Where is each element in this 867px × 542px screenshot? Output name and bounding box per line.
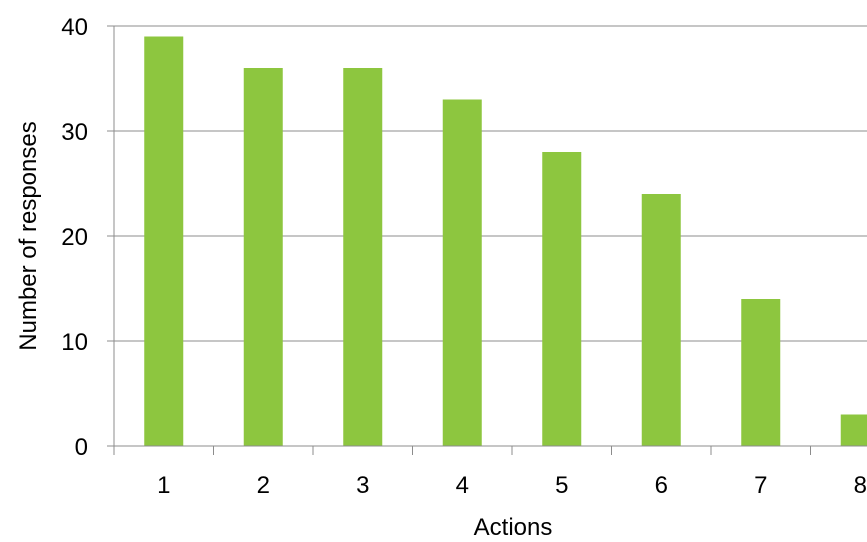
y-tick-label: 30 [61, 119, 88, 146]
x-tick-label: 5 [555, 472, 568, 499]
y-tick-label: 20 [61, 224, 88, 251]
x-tick-label: 7 [754, 472, 767, 499]
bar [840, 414, 867, 446]
bar [243, 68, 283, 446]
x-tick-label: 3 [356, 472, 369, 499]
x-tick-label: 6 [655, 472, 668, 499]
y-tick-label: 0 [75, 434, 88, 461]
y-tick-label: 10 [61, 329, 88, 356]
bars [144, 36, 867, 446]
x-axis-title: Actions [474, 514, 553, 541]
x-tick-label: 1 [157, 472, 170, 499]
gridlines [114, 25, 867, 342]
bar [641, 194, 681, 446]
x-tick-label: 4 [456, 472, 469, 499]
bar [741, 299, 781, 446]
bar [542, 152, 582, 446]
bar [343, 68, 383, 446]
x-axis: 1 2 3 4 5 6 7 8 [113, 445, 867, 499]
x-tick-label: 2 [257, 472, 270, 499]
y-axis-ticks: 0 10 20 30 40 [61, 14, 115, 461]
bar [442, 99, 482, 446]
y-axis-title: Number of responses [15, 121, 42, 350]
y-tick-label: 40 [61, 14, 88, 41]
x-tick-label: 8 [854, 472, 867, 499]
bar [144, 36, 184, 446]
